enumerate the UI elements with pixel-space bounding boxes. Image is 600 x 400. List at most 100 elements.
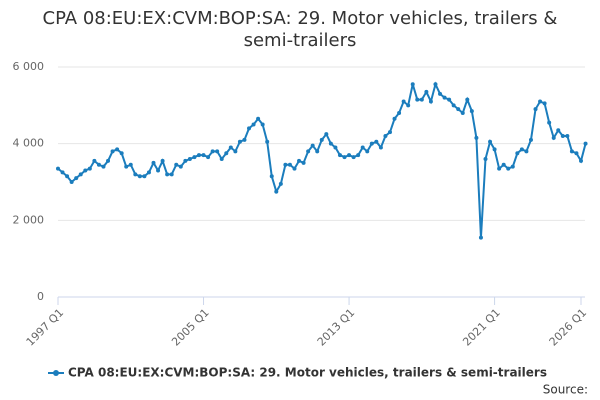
point: [260, 122, 265, 127]
series-line: [57, 81, 587, 238]
y-tick-label: 0: [37, 290, 44, 303]
point: [397, 111, 402, 115]
point: [69, 180, 74, 184]
point: [137, 174, 142, 179]
point: [83, 168, 88, 173]
point: [247, 126, 252, 131]
point: [560, 134, 565, 138]
point: [510, 164, 515, 169]
point: [110, 149, 115, 154]
point: [528, 137, 533, 142]
point: [133, 172, 138, 177]
point: [56, 166, 60, 171]
point: [151, 160, 156, 165]
point: [328, 141, 333, 146]
point: [392, 116, 397, 121]
point: [242, 137, 247, 142]
legend-marker: [53, 370, 59, 376]
source: Source:: [543, 383, 588, 397]
point: [583, 141, 588, 146]
point: [492, 147, 497, 152]
point: [406, 103, 411, 108]
point: [219, 157, 224, 161]
point: [378, 145, 383, 150]
point: [119, 151, 124, 156]
point: [78, 172, 83, 177]
point: [501, 162, 506, 167]
point: [115, 147, 120, 152]
point: [156, 168, 161, 173]
point: [65, 174, 70, 179]
point: [315, 149, 320, 154]
point: [92, 158, 97, 163]
point: [142, 174, 147, 179]
point: [278, 181, 283, 186]
point: [269, 174, 274, 179]
point: [128, 162, 133, 167]
point: [178, 164, 183, 169]
point: [387, 130, 392, 135]
point: [533, 107, 538, 112]
point: [460, 111, 465, 115]
point: [497, 166, 502, 171]
point: [310, 143, 315, 148]
point: [374, 139, 379, 144]
point: [174, 162, 179, 167]
point: [478, 235, 483, 240]
point: [401, 99, 406, 104]
point: [251, 122, 256, 127]
x-tick-label: 2026 Q1: [547, 306, 590, 349]
point: [196, 153, 201, 158]
legend-label: CPA 08:EU:EX:CVM:BOP:SA: 29. Motor vehic…: [68, 366, 547, 380]
point: [447, 97, 452, 102]
y-tick-label: 4 000: [13, 137, 45, 150]
point: [165, 172, 170, 177]
point: [60, 170, 65, 175]
point: [351, 155, 356, 160]
x-tick-label: 2005 Q1: [169, 306, 212, 349]
point: [306, 149, 311, 154]
point: [474, 135, 479, 140]
point: [333, 145, 338, 150]
y-tick-label: 2 000: [13, 213, 45, 226]
point: [369, 141, 374, 146]
point: [465, 97, 470, 102]
point: [106, 158, 111, 163]
chart-title: CPA 08:EU:EX:CVM:BOP:SA: 29. Motor vehic…: [42, 8, 558, 51]
point: [469, 109, 474, 114]
point: [146, 170, 151, 175]
point: [456, 107, 461, 112]
point: [360, 145, 365, 150]
point: [101, 164, 106, 169]
x-tick-label: 2021 Q1: [460, 306, 503, 349]
point: [342, 155, 347, 160]
point: [565, 134, 570, 138]
point: [483, 157, 488, 161]
point: [297, 158, 302, 163]
point: [319, 137, 324, 142]
x-tick-label: 2013 Q1: [315, 306, 358, 349]
point: [206, 155, 211, 160]
point: [574, 151, 579, 156]
point: [237, 139, 242, 144]
y-tick-label: 6 000: [13, 60, 45, 73]
point: [192, 155, 197, 160]
point: [542, 101, 547, 106]
point: [201, 153, 206, 158]
point: [283, 162, 288, 167]
point: [292, 166, 297, 171]
point: [442, 95, 447, 100]
point: [524, 149, 529, 154]
point: [506, 166, 511, 171]
point: [424, 89, 429, 94]
point: [265, 139, 270, 144]
point: [547, 120, 552, 125]
point: [365, 149, 370, 154]
point: [87, 166, 92, 171]
point: [74, 176, 79, 181]
point: [301, 160, 306, 165]
point: [515, 151, 520, 156]
point: [419, 97, 424, 102]
